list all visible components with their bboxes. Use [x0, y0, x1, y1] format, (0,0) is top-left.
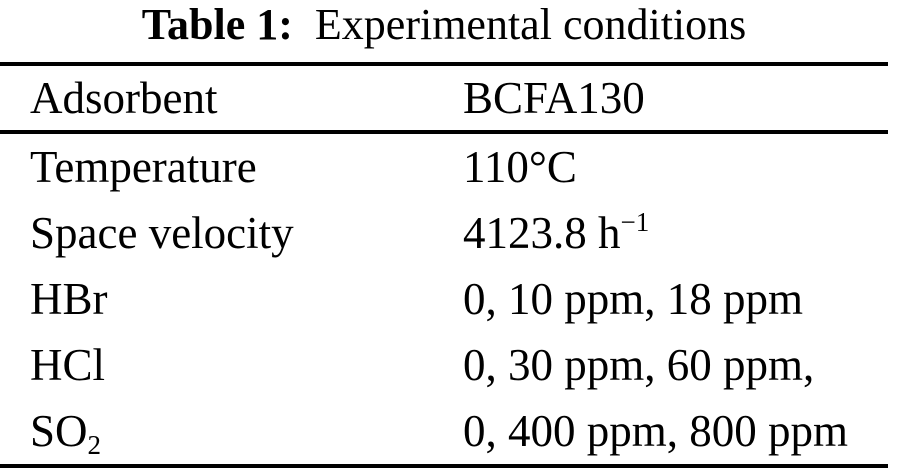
table-caption-number: Table 1:: [141, 0, 293, 49]
param-text: SO: [30, 406, 88, 456]
param-cell: HCl: [30, 340, 106, 390]
table-row-space-velocity: Space velocity 4123.8 h−1: [0, 200, 888, 266]
table-header-row: Adsorbent BCFA130: [0, 66, 888, 134]
table-caption-title: Experimental conditions: [314, 0, 747, 49]
value-cell: 0, 30 ppm, 60 ppm,: [463, 340, 815, 390]
value-cell: 4123.8 h−1: [463, 207, 650, 258]
value-cell: 0, 10 ppm, 18 ppm: [463, 274, 804, 324]
table-row-so2: SO2 0, 400 ppm, 800 ppm: [0, 398, 888, 464]
param-cell: HBr: [30, 274, 108, 324]
value-text: 4123.8 h: [463, 208, 621, 258]
param-cell: SO2: [30, 406, 102, 460]
table-row-hcl: HCl 0, 30 ppm, 60 ppm,: [0, 332, 888, 398]
header-value-cell: BCFA130: [463, 73, 645, 123]
table-row-hbr: HBr 0, 10 ppm, 18 ppm: [0, 266, 888, 332]
header-param-cell: Adsorbent: [30, 73, 218, 123]
param-cell: Space velocity: [30, 208, 294, 258]
value-cell: 0, 400 ppm, 800 ppm: [463, 406, 849, 456]
table-row-temperature: Temperature 110°C: [0, 134, 888, 200]
experimental-conditions-table: Adsorbent BCFA130 Temperature 110°C Spac…: [0, 62, 888, 468]
param-cell: Temperature: [30, 142, 257, 192]
table-caption: Table 1: Experimental conditions: [0, 0, 888, 54]
value-cell: 110°C: [463, 142, 577, 192]
